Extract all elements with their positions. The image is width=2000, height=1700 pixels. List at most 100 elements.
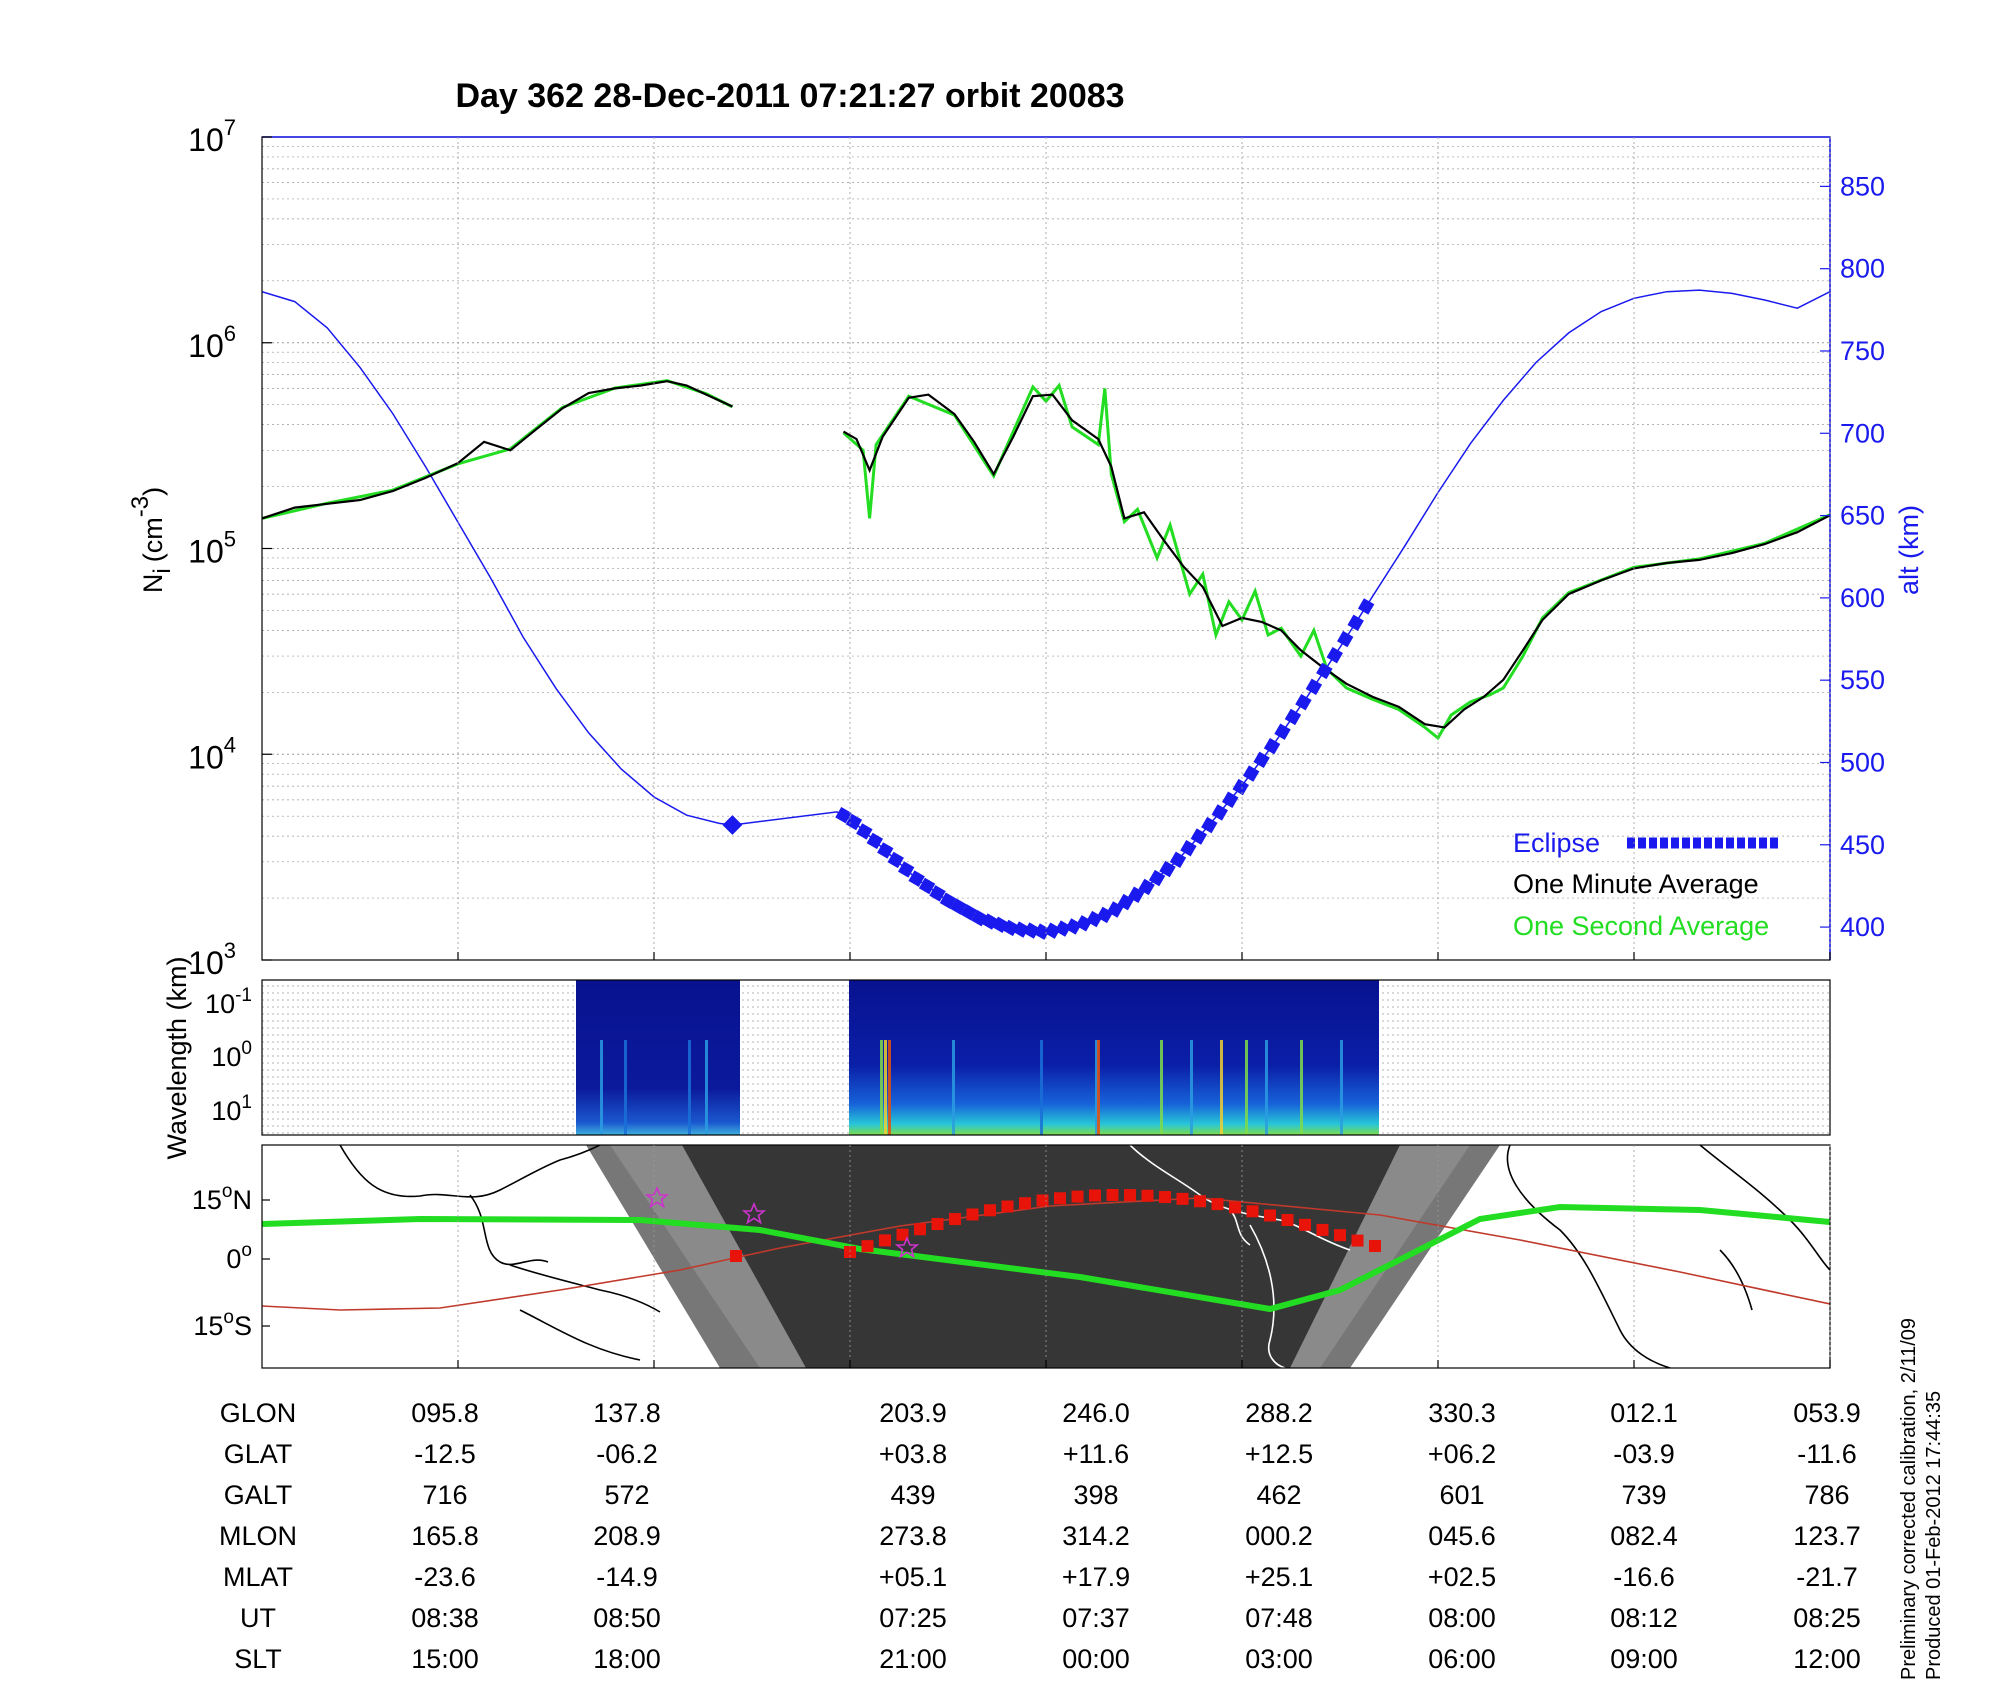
orbit-table-cell: 208.9 [593,1521,661,1551]
altitude-y-tick-label: 600 [1840,583,1885,613]
orbit-table-row-label: GALT [224,1480,293,1510]
altitude-y-label: alt (km) [1894,505,1924,595]
orbit-table-cell: -03.9 [1613,1439,1675,1469]
spectrogram-streak [600,1040,603,1135]
orbit-table-cell: 314.2 [1062,1521,1130,1551]
orbit-table-cell: -16.6 [1613,1562,1675,1592]
map-panel: 15oN 0o 15oS [192,1145,1830,1368]
orbit-table-cell: 165.8 [411,1521,479,1551]
orbit-table-cell: 601 [1439,1480,1484,1510]
spectrogram-y-tick-label: 10-1 [205,985,252,1019]
eclipse-track-marker [1177,1193,1189,1205]
eclipse-track-marker [949,1213,961,1225]
orbit-table-row-label: GLON [220,1398,297,1428]
altitude-y-tick-label: 700 [1840,418,1885,448]
density-y-label: Ni (cm-3) [127,487,176,593]
density-y-label-close: ) [138,487,168,496]
map-y-tick-label: 0o [226,1240,252,1274]
orbit-table-cell: 398 [1073,1480,1118,1510]
orbit-table-cell: 06:00 [1428,1644,1496,1674]
orbit-table-cell: 716 [422,1480,467,1510]
density-y-tick-label: 103 [188,938,236,981]
legend-one-second: One Second Average [1513,911,1769,941]
orbit-table-cell: 09:00 [1610,1644,1678,1674]
orbit-table-cell: -11.6 [1797,1439,1857,1469]
orbit-table-cell: 246.0 [1062,1398,1130,1428]
spectrogram-streak [1097,1040,1100,1135]
orbit-table-cell: -21.7 [1796,1562,1858,1592]
spectrogram-streak [1300,1040,1303,1135]
orbit-table-row-label: MLON [219,1521,297,1551]
orbit-table-cell: 462 [1256,1480,1301,1510]
spectrogram-y-label: Wavelength (km) [162,956,192,1159]
legend-eclipse: Eclipse [1513,828,1600,858]
night-shade [682,1145,1400,1368]
orbit-table-cell: 07:25 [879,1603,947,1633]
density-y-label-sub: i [149,568,176,573]
orbit-table-cell: 330.3 [1428,1398,1496,1428]
eclipse-track-marker [932,1218,944,1230]
eclipse-track-marker [730,1250,742,1262]
altitude-y-tick-label: 850 [1840,171,1885,201]
orbit-table-cell: +25.1 [1245,1562,1313,1592]
orbit-table-cell: 439 [890,1480,935,1510]
spectrogram-block-2 [849,980,1379,1135]
orbit-table-cell: 07:48 [1245,1603,1313,1633]
orbit-table-cell: 03:00 [1245,1644,1313,1674]
spectrogram-streak [624,1040,627,1135]
spectrogram-streak [688,1040,691,1135]
orbit-table-cell: 082.4 [1610,1521,1678,1551]
orbit-table-cell: -23.6 [414,1562,476,1592]
map-y-tick-label: 15oN [192,1181,252,1215]
legend-one-minute: One Minute Average [1513,869,1759,899]
density-y-label-unit: (cm [138,517,168,562]
eclipse-track-marker [879,1234,891,1246]
altitude-y-tick-label: 550 [1840,665,1885,695]
orbit-table-cell: 18:00 [593,1644,661,1674]
density-panel: 103104105106107 400450500550600650700750… [127,115,1924,981]
eclipse-track-marker [1299,1219,1311,1231]
spectrogram-y-tick-label: 100 [211,1038,252,1072]
eclipse-track-marker [1282,1214,1294,1226]
orbit-table-cell: 21:00 [879,1644,947,1674]
density-y-tick-label: 106 [188,321,236,364]
spectrogram-streak [880,1040,883,1135]
orbit-table-cell: +11.6 [1063,1439,1129,1469]
eclipse-track-marker [1264,1209,1276,1221]
eclipse-track-marker [1089,1189,1101,1201]
eclipse-track-marker [1072,1191,1084,1203]
footnote-line-2: Produced 01-Feb-2012 17:44:35 [1923,1391,1945,1680]
orbit-table-cell: +05.1 [879,1562,947,1592]
spectrogram-y-tick-label: 101 [211,1092,252,1126]
eclipse-track-marker [1194,1195,1206,1207]
orbit-table-cell: -14.9 [596,1562,658,1592]
spectrogram-streak [1190,1040,1193,1135]
orbit-table-cell: 123.7 [1793,1521,1861,1551]
eclipse-track-marker [914,1223,926,1235]
orbit-table-cell: +12.5 [1245,1439,1313,1469]
eclipse-track-marker [1054,1192,1066,1204]
spectrogram-streak [1220,1040,1223,1135]
orbit-table-cell: 15:00 [411,1644,479,1674]
eclipse-track-marker [1352,1235,1364,1247]
spectrogram-streak [1245,1040,1248,1135]
eclipse-track-marker [1002,1201,1014,1213]
spectrogram-panel: 10-1 100 101 Wavelength (km) [162,956,1830,1159]
orbit-table-cell: +03.8 [879,1439,947,1469]
orbit-table-cell: 012.1 [1610,1398,1678,1428]
altitude-y-tick-label: 650 [1840,501,1885,531]
eclipse-track-marker [1142,1190,1154,1202]
orbit-table-cell: 08:12 [1610,1603,1678,1633]
spectrogram-streak [1340,1040,1343,1135]
spectrogram-streak [884,1040,887,1135]
eclipse-track-marker [1019,1197,1031,1209]
eclipse-track-marker [967,1208,979,1220]
eclipse-track-marker [1229,1201,1241,1213]
eclipse-track-marker [1247,1205,1259,1217]
eclipse-track-marker [1107,1189,1119,1201]
orbit-table-cell: 08:50 [593,1603,661,1633]
orbit-table-cell: 12:00 [1793,1644,1861,1674]
altitude-y-tick-label: 500 [1840,747,1885,777]
spectrogram-streak [1265,1040,1268,1135]
orbit-table-row-label: UT [240,1603,276,1633]
